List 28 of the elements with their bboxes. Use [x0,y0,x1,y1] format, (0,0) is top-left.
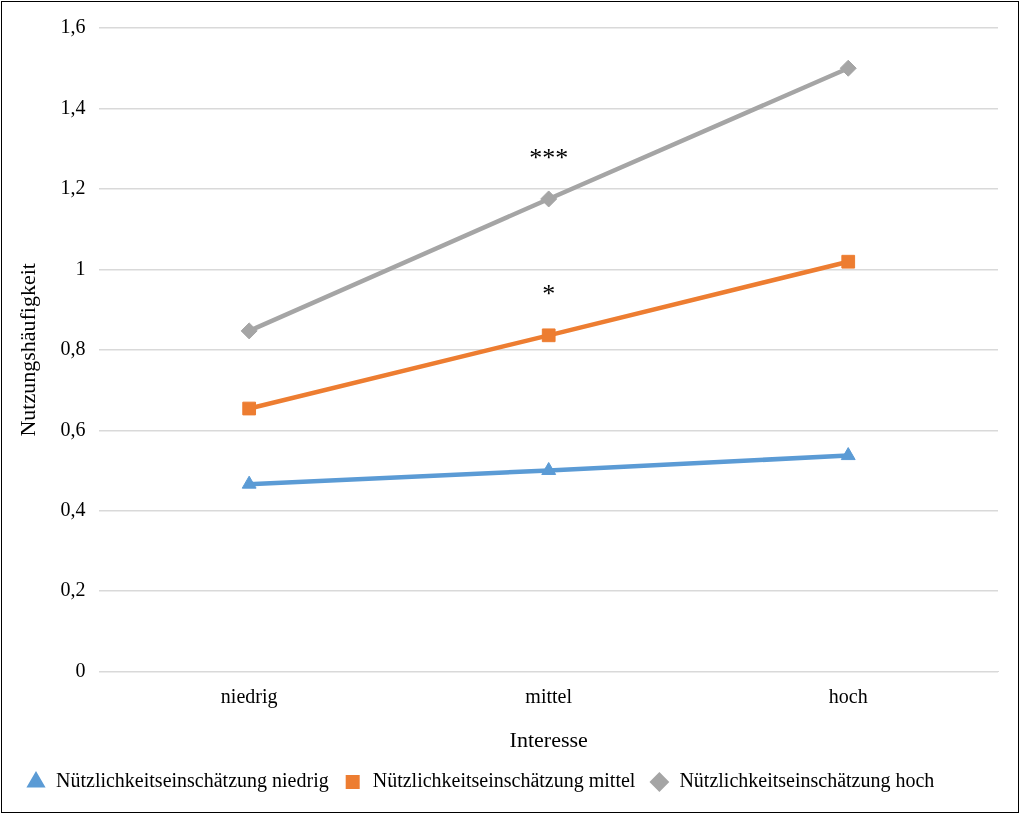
x-tick-label: mittel [525,684,573,707]
y-tick-label: 0 [75,658,86,681]
legend-label: Nützlichkeitseinschätzung niedrig [56,769,329,793]
point [541,328,556,343]
point [839,59,857,77]
point [240,322,258,340]
y-tick-label: 0,4 [60,497,86,520]
legend-label: Nützlichkeitseinschätzung mittel [372,769,636,793]
y-axis-title: Nutzungshäufigkeit [14,263,40,437]
point [541,461,557,475]
y-tick-label: 0,2 [60,578,86,601]
point [540,190,558,208]
y-tick-label: 0,6 [60,417,86,440]
annotation: * [542,279,556,309]
x-axis-title: Interesse [509,726,588,752]
point [242,401,257,416]
point [241,475,257,489]
x-tick-label: niedrig [220,684,278,708]
legend-label: Nützlichkeitseinschätzung hoch [679,769,935,793]
point [840,447,856,461]
x-tick-label: hoch [828,684,868,707]
y-tick-label: 1,6 [60,15,86,38]
y-tick-label: 0,8 [60,337,86,360]
y-tick-label: 1 [75,256,86,279]
y-tick-label: 1,4 [60,95,86,118]
annotation: *** [529,142,569,172]
y-tick-label: 1,2 [60,176,86,199]
point [841,254,856,269]
